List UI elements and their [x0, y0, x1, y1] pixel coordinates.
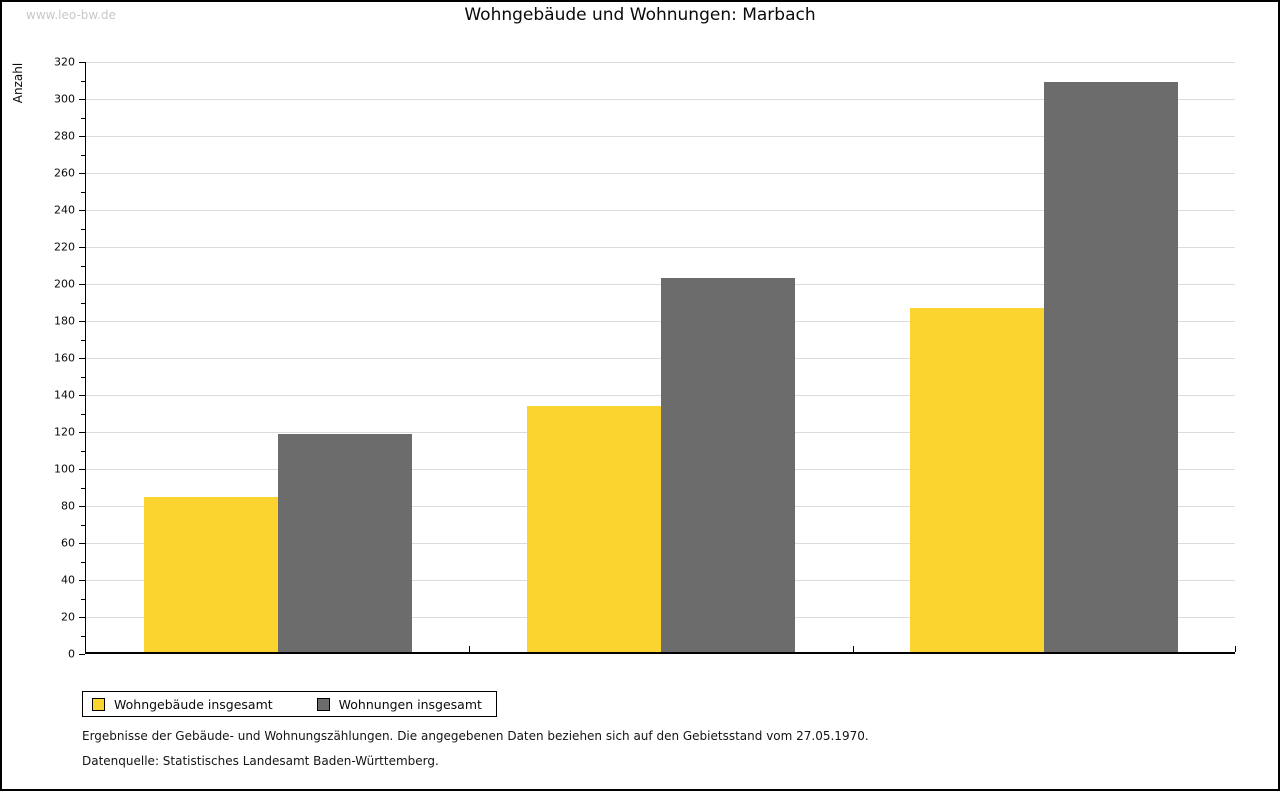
- y-tick-major-100: [79, 469, 85, 470]
- gridline-320: [86, 62, 1235, 63]
- gridline-260: [86, 173, 1235, 174]
- bar-wohngebäude-1961: [527, 406, 661, 652]
- y-tick-major-0: [79, 654, 85, 655]
- y-tick-label-180: 180: [54, 314, 75, 328]
- chart-title: Wohngebäude und Wohnungen: Marbach: [464, 5, 816, 25]
- y-tick-minor-290: [81, 118, 85, 119]
- y-axis-title: Anzahl: [11, 62, 25, 104]
- gridline-140: [86, 395, 1235, 396]
- legend-label: Wohnungen insgesamt: [338, 696, 482, 712]
- y-tick-label-240: 240: [54, 203, 75, 217]
- y-tick-minor-310: [81, 81, 85, 82]
- y-tick-major-180: [79, 321, 85, 322]
- legend-item-0: Wohngebäude insgesamt: [92, 697, 273, 712]
- watermark: www.leo-bw.de: [26, 8, 116, 22]
- legend-swatch-icon: [316, 697, 330, 711]
- y-tick-major-300: [79, 99, 85, 100]
- y-tick-label-140: 140: [54, 388, 75, 402]
- y-tick-major-240: [79, 210, 85, 211]
- gridline-220: [86, 247, 1235, 248]
- y-tick-minor-70: [81, 525, 85, 526]
- y-tick-label-260: 260: [54, 166, 75, 180]
- gridline-160: [86, 358, 1235, 359]
- y-tick-label-100: 100: [54, 462, 75, 476]
- bar-wohnungen-1968: [1044, 82, 1178, 652]
- y-tick-major-40: [79, 580, 85, 581]
- bar-wohngebäude-1968: [910, 308, 1044, 652]
- legend-swatch-icon: [92, 697, 105, 711]
- y-tick-minor-270: [81, 155, 85, 156]
- y-tick-minor-30: [81, 599, 85, 600]
- y-tick-major-200: [79, 284, 85, 285]
- y-tick-major-120: [79, 432, 85, 433]
- gridline-280: [86, 136, 1235, 137]
- y-tick-label-60: 60: [61, 536, 75, 550]
- footer-source: Datenquelle: Statistisches Landesamt Bad…: [82, 754, 439, 768]
- bar-wohngebäude-1950: [144, 497, 278, 652]
- y-tick-label-220: 220: [54, 240, 75, 254]
- y-tick-minor-150: [81, 377, 85, 378]
- gridline-200: [86, 284, 1235, 285]
- y-tick-label-280: 280: [54, 129, 75, 143]
- legend: Wohngebäude insgesamt Wohnungen insgesamt: [82, 691, 497, 717]
- y-tick-label-300: 300: [54, 92, 75, 106]
- y-tick-major-260: [79, 173, 85, 174]
- x-tick-1: [469, 646, 470, 652]
- y-tick-minor-130: [81, 414, 85, 415]
- y-tick-minor-210: [81, 266, 85, 267]
- y-tick-minor-170: [81, 340, 85, 341]
- y-tick-major-140: [79, 395, 85, 396]
- y-tick-major-20: [79, 617, 85, 618]
- legend-label: Wohngebäude insgesamt: [114, 696, 273, 712]
- y-tick-label-120: 120: [54, 425, 75, 439]
- y-tick-label-160: 160: [54, 351, 75, 365]
- y-tick-label-40: 40: [61, 573, 75, 587]
- y-tick-major-220: [79, 247, 85, 248]
- y-tick-major-320: [79, 62, 85, 63]
- y-tick-major-60: [79, 543, 85, 544]
- gridline-300: [86, 99, 1235, 100]
- plot-area: 0 20 40 60 80 100 120 140 160 180 200 220 240 260 280 3…: [54, 56, 1236, 661]
- legend-item-1: Wohnungen insgesamt: [316, 696, 482, 712]
- y-tick-major-280: [79, 136, 85, 137]
- y-tick-minor-50: [81, 562, 85, 563]
- bar-wohnungen-1961: [661, 278, 795, 652]
- y-tick-label-80: 80: [61, 499, 75, 513]
- y-tick-label-20: 20: [61, 610, 75, 624]
- y-tick-minor-230: [81, 229, 85, 230]
- gridline-240: [86, 210, 1235, 211]
- x-tick-3: [1235, 646, 1236, 652]
- y-tick-minor-110: [81, 451, 85, 452]
- y-tick-label-320: 320: [54, 55, 75, 69]
- y-tick-minor-250: [81, 192, 85, 193]
- y-tick-label-0: 0: [68, 647, 75, 661]
- y-tick-minor-10: [81, 636, 85, 637]
- x-tick-2: [853, 646, 854, 652]
- bar-wohnungen-1950: [278, 434, 412, 652]
- footer-note: Ergebnisse der Gebäude- und Wohnungszähl…: [82, 729, 869, 743]
- y-tick-minor-190: [81, 303, 85, 304]
- y-tick-minor-90: [81, 488, 85, 489]
- y-tick-major-80: [79, 506, 85, 507]
- y-tick-major-160: [79, 358, 85, 359]
- gridline-180: [86, 321, 1235, 322]
- y-tick-label-200: 200: [54, 277, 75, 291]
